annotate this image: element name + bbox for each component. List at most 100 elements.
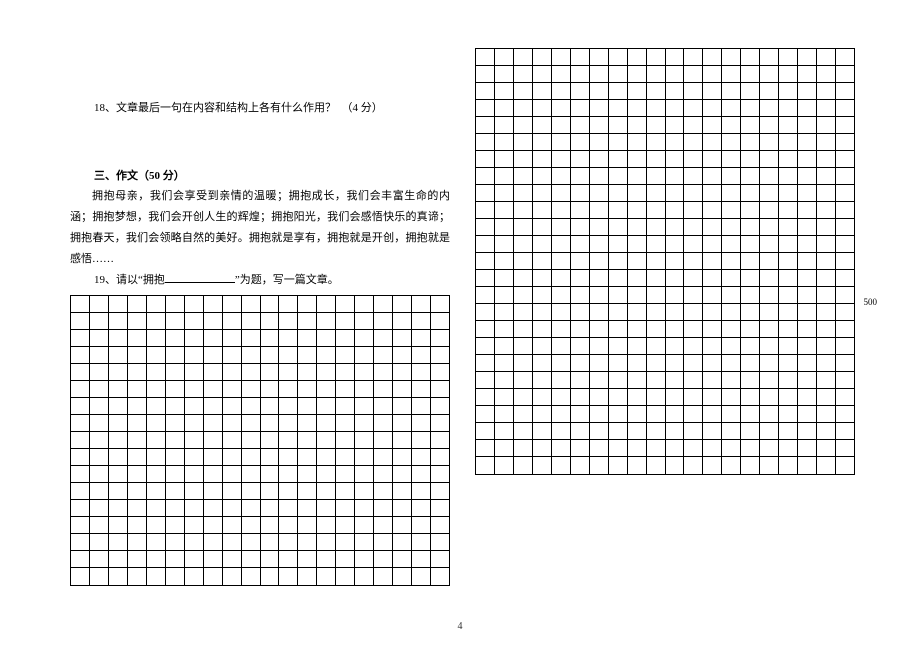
grid-cell[interactable] — [779, 355, 798, 371]
grid-cell[interactable] — [590, 202, 609, 218]
grid-cell[interactable] — [514, 168, 533, 184]
grid-cell[interactable] — [684, 134, 703, 150]
grid-cell[interactable] — [298, 330, 317, 346]
grid-cell[interactable] — [760, 185, 779, 201]
grid-cell[interactable] — [628, 151, 647, 167]
grid-cell[interactable] — [741, 287, 760, 303]
grid-cell[interactable] — [779, 151, 798, 167]
grid-cell[interactable] — [533, 49, 552, 65]
grid-cell[interactable] — [609, 389, 628, 405]
grid-cell[interactable] — [431, 517, 449, 533]
grid-cell[interactable] — [666, 338, 685, 354]
grid-cell[interactable] — [204, 364, 223, 380]
grid-cell[interactable] — [666, 202, 685, 218]
grid-cell[interactable] — [836, 338, 854, 354]
grid-cell[interactable] — [476, 117, 495, 133]
grid-cell[interactable] — [476, 151, 495, 167]
grid-cell[interactable] — [166, 466, 185, 482]
grid-cell[interactable] — [703, 66, 722, 82]
grid-cell[interactable] — [722, 372, 741, 388]
grid-cell[interactable] — [760, 321, 779, 337]
grid-cell[interactable] — [760, 134, 779, 150]
grid-cell[interactable] — [779, 134, 798, 150]
grid-cell[interactable] — [109, 449, 128, 465]
grid-cell[interactable] — [722, 253, 741, 269]
grid-cell[interactable] — [476, 355, 495, 371]
grid-cell[interactable] — [298, 415, 317, 431]
grid-cell[interactable] — [242, 432, 261, 448]
grid-cell[interactable] — [552, 117, 571, 133]
grid-cell[interactable] — [336, 330, 355, 346]
grid-cell[interactable] — [495, 372, 514, 388]
grid-cell[interactable] — [279, 466, 298, 482]
grid-cell[interactable] — [836, 219, 854, 235]
grid-cell[interactable] — [355, 534, 374, 550]
grid-cell[interactable] — [533, 134, 552, 150]
grid-cell[interactable] — [609, 66, 628, 82]
grid-cell[interactable] — [147, 432, 166, 448]
grid-cell[interactable] — [628, 253, 647, 269]
grid-cell[interactable] — [261, 551, 280, 567]
grid-cell[interactable] — [476, 270, 495, 286]
grid-cell[interactable] — [666, 151, 685, 167]
grid-cell[interactable] — [147, 568, 166, 585]
grid-cell[interactable] — [609, 185, 628, 201]
grid-cell[interactable] — [374, 415, 393, 431]
grid-cell[interactable] — [703, 270, 722, 286]
grid-cell[interactable] — [628, 270, 647, 286]
grid-cell[interactable] — [609, 100, 628, 116]
grid-cell[interactable] — [90, 534, 109, 550]
grid-cell[interactable] — [336, 398, 355, 414]
grid-cell[interactable] — [779, 287, 798, 303]
grid-cell[interactable] — [647, 66, 666, 82]
grid-cell[interactable] — [722, 117, 741, 133]
grid-cell[interactable] — [552, 321, 571, 337]
grid-cell[interactable] — [590, 151, 609, 167]
grid-cell[interactable] — [128, 551, 147, 567]
grid-cell[interactable] — [412, 534, 431, 550]
grid-cell[interactable] — [476, 372, 495, 388]
grid-cell[interactable] — [90, 449, 109, 465]
grid-cell[interactable] — [374, 398, 393, 414]
grid-cell[interactable] — [666, 389, 685, 405]
grid-cell[interactable] — [628, 134, 647, 150]
grid-cell[interactable] — [836, 321, 854, 337]
grid-cell[interactable] — [166, 313, 185, 329]
grid-cell[interactable] — [760, 406, 779, 422]
grid-cell[interactable] — [90, 551, 109, 567]
grid-cell[interactable] — [495, 219, 514, 235]
grid-cell[interactable] — [355, 466, 374, 482]
grid-cell[interactable] — [71, 500, 90, 516]
grid-cell[interactable] — [779, 83, 798, 99]
grid-cell[interactable] — [703, 168, 722, 184]
grid-cell[interactable] — [242, 534, 261, 550]
grid-cell[interactable] — [412, 347, 431, 363]
writing-grid-right[interactable] — [475, 48, 855, 475]
grid-cell[interactable] — [741, 168, 760, 184]
grid-cell[interactable] — [760, 270, 779, 286]
grid-cell[interactable] — [166, 398, 185, 414]
grid-cell[interactable] — [533, 83, 552, 99]
grid-cell[interactable] — [703, 236, 722, 252]
grid-cell[interactable] — [298, 500, 317, 516]
grid-cell[interactable] — [722, 202, 741, 218]
grid-cell[interactable] — [760, 423, 779, 439]
grid-cell[interactable] — [90, 364, 109, 380]
grid-cell[interactable] — [628, 168, 647, 184]
grid-cell[interactable] — [590, 372, 609, 388]
q19-blank[interactable] — [165, 272, 235, 283]
grid-cell[interactable] — [355, 381, 374, 397]
grid-cell[interactable] — [514, 66, 533, 82]
grid-cell[interactable] — [552, 423, 571, 439]
grid-cell[interactable] — [147, 313, 166, 329]
grid-cell[interactable] — [703, 219, 722, 235]
grid-cell[interactable] — [684, 219, 703, 235]
grid-cell[interactable] — [836, 236, 854, 252]
grid-cell[interactable] — [703, 253, 722, 269]
grid-cell[interactable] — [666, 372, 685, 388]
grid-cell[interactable] — [590, 219, 609, 235]
grid-cell[interactable] — [703, 457, 722, 474]
grid-cell[interactable] — [147, 449, 166, 465]
grid-cell[interactable] — [393, 415, 412, 431]
grid-cell[interactable] — [628, 66, 647, 82]
